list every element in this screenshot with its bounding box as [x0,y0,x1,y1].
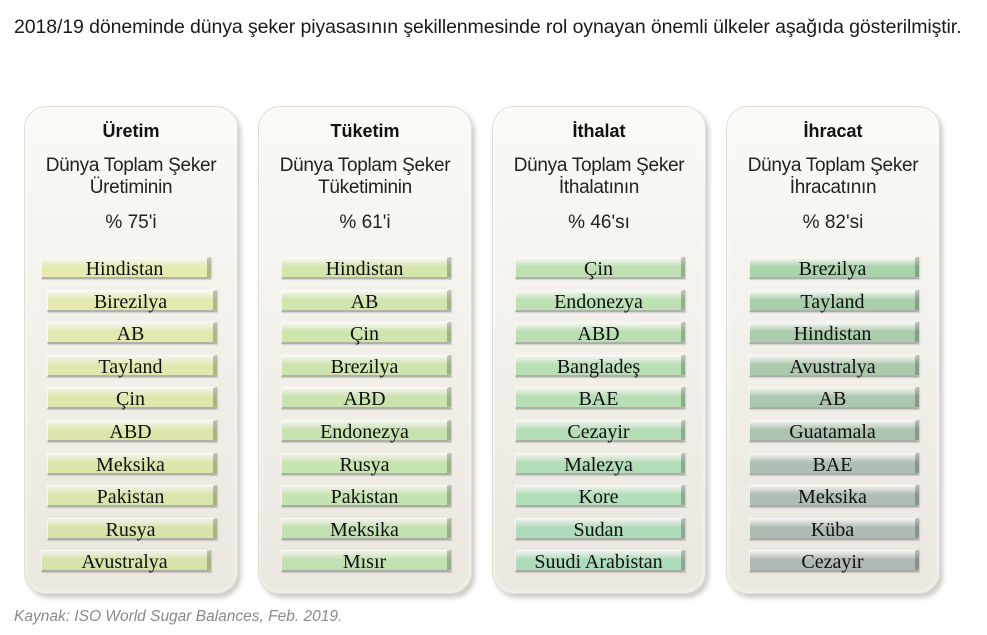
country-item: AB [749,387,919,410]
panel-percent: % 46'sı [568,212,630,233]
country-item: Hindistan [749,322,919,345]
panel-subtitle: Dünya Toplam Şeker İthalatının [493,155,705,199]
country-item: Meksika [281,518,451,541]
country-item: Tayland [749,290,919,313]
country-item: Suudi Arabistan [515,550,685,573]
panel-subtitle-line2: İthalatının [558,177,640,198]
country-item: Rusya [281,453,451,476]
panel-percent: % 61'i [339,212,391,233]
country-item: ABD [47,420,217,443]
country-item: Küba [749,518,919,541]
panel-title: Tüketim [330,121,400,141]
country-item: Çin [281,322,451,345]
panel-subtitle-line1: Dünya Toplam Şeker [45,155,217,176]
country-item: ABD [281,387,451,410]
panel-import: İthalat Dünya Toplam Şeker İthalatının % 46… [492,106,706,594]
panel-subtitle-line2: Tüketiminin [318,177,412,198]
country-item: ABD [515,322,685,345]
panel-subtitle: Dünya Toplam Şeker Tüketiminin [259,155,471,199]
intro-paragraph: 2018/19 döneminde dünya şeker piyasasını… [14,16,962,38]
panel-subtitle-line2: İhracatının [789,177,877,198]
panel-subtitle-line2: Üretiminin [89,177,173,198]
panel-title: İthalat [572,121,626,141]
panel-subtitle-line1: Dünya Toplam Şeker [279,155,451,176]
country-item: Endonezya [515,290,685,313]
country-item: Bangladeş [515,355,685,378]
country-item: Guatamala [749,420,919,443]
country-item: BAE [515,387,685,410]
panel-title: Üretim [102,121,160,141]
country-item: Meksika [749,485,919,508]
country-item: AB [47,322,217,345]
country-item: Birezilya [47,290,217,313]
panel-subtitle-line1: Dünya Toplam Şeker [747,155,919,176]
country-item: Cezayir [515,420,685,443]
panel-title: İhracat [803,121,863,141]
country-item: Cezayir [749,550,919,573]
country-item: AB [281,290,451,313]
country-item: BAE [749,453,919,476]
country-item: Pakistan [47,485,217,508]
country-item: Brezilya [281,355,451,378]
country-item: Meksika [47,453,217,476]
panel-percent: % 75'i [105,212,157,233]
panel-subtitle: Dünya Toplam Şeker Üretiminin [25,155,237,199]
country-item: Hindistan [41,257,211,280]
country-item: Sudan [515,518,685,541]
panel-production: Üretim Dünya Toplam Şeker Üretiminin % 75'i… [24,106,238,594]
country-item: Avustralya [749,355,919,378]
source-note: Kaynak: ISO World Sugar Balances, Feb. 2… [14,608,343,625]
country-item: Çin [47,387,217,410]
country-item: Endonezya [281,420,451,443]
country-item: Avustralya [41,550,211,573]
country-item: Pakistan [281,485,451,508]
country-item: Mısır [281,550,451,573]
country-item: Brezilya [749,257,919,280]
country-item: Kore [515,485,685,508]
panel-export: İhracat Dünya Toplam Şeker İhracatının % 82… [726,106,940,594]
country-item: Çin [515,257,685,280]
country-item: Tayland [47,355,217,378]
panel-subtitle: Dünya Toplam Şeker İhracatının [727,155,939,199]
country-item: Malezya [515,453,685,476]
panel-consumption: Tüketim Dünya Toplam Şeker Tüketiminin % 61… [258,106,472,594]
country-item: Hindistan [281,257,451,280]
country-item: Rusya [47,518,217,541]
panel-percent: % 82'si [802,212,864,233]
panel-subtitle-line1: Dünya Toplam Şeker [513,155,685,176]
